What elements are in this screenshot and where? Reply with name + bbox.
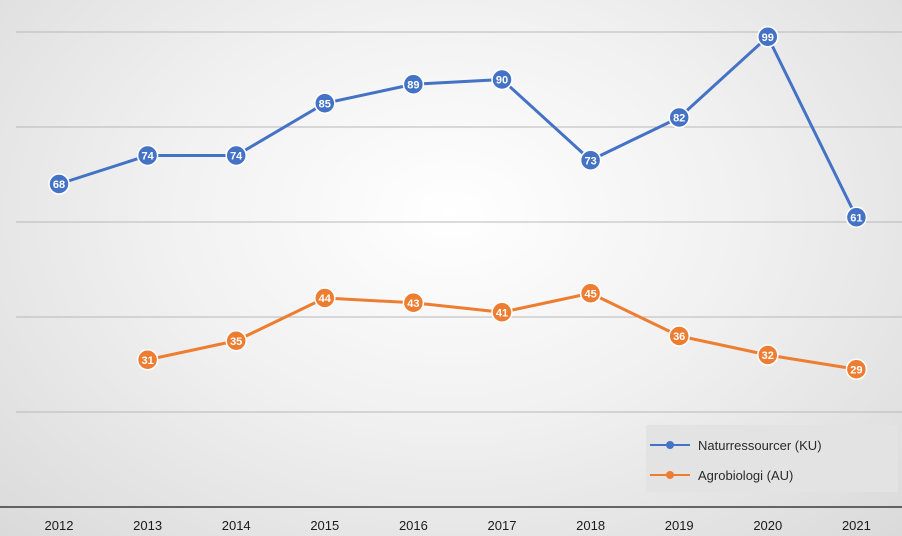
x-tick-label: 2018 xyxy=(576,518,605,533)
data-label: 32 xyxy=(762,350,774,362)
data-point xyxy=(314,287,336,309)
data-label: 74 xyxy=(141,151,154,163)
x-tick-label: 2019 xyxy=(665,518,694,533)
data-point xyxy=(136,144,159,167)
x-tick-label: 2016 xyxy=(399,518,428,533)
x-tick-label: 2021 xyxy=(842,518,871,533)
legend-label: Naturressourcer (KU) xyxy=(698,437,822,453)
data-point xyxy=(579,282,602,304)
data-point xyxy=(668,106,690,129)
data-label: 45 xyxy=(584,288,596,300)
x-tick-label: 2020 xyxy=(753,518,782,533)
series-line-naturressourcer xyxy=(57,35,858,219)
data-point xyxy=(491,301,513,323)
data-label: 31 xyxy=(141,355,153,367)
data-label: 43 xyxy=(407,298,419,310)
data-label: 61 xyxy=(850,212,862,224)
legend: Naturressourcer (KU) Agrobiologi (AU) xyxy=(646,425,898,492)
data-point xyxy=(579,149,602,171)
data-point xyxy=(225,144,247,167)
x-tick-label: 2014 xyxy=(222,518,251,533)
x-tick-label: 2013 xyxy=(133,518,162,533)
data-label: 73 xyxy=(584,155,596,167)
data-label: 35 xyxy=(230,336,242,348)
legend-marker-orange xyxy=(646,465,692,485)
data-point xyxy=(757,26,779,48)
data-label: 36 xyxy=(673,331,685,343)
data-point xyxy=(402,73,425,95)
x-tick-label: 2017 xyxy=(488,518,517,533)
data-label: 89 xyxy=(407,79,419,91)
data-point xyxy=(845,206,868,228)
x-tick-label: 2015 xyxy=(310,518,339,533)
data-point xyxy=(48,173,70,195)
data-point xyxy=(136,349,159,371)
data-label: 29 xyxy=(850,364,862,376)
x-tick-label: 2012 xyxy=(45,518,74,533)
data-point xyxy=(668,325,690,347)
data-point xyxy=(757,344,779,366)
legend-item-agrobiologi: Agrobiologi (AU) xyxy=(650,465,794,485)
data-label: 90 xyxy=(496,75,508,87)
data-label: 99 xyxy=(762,32,774,44)
legend-marker-blue xyxy=(646,435,692,455)
data-point xyxy=(491,68,513,91)
data-label: 74 xyxy=(230,151,243,163)
data-point xyxy=(402,292,425,314)
legend-item-naturressourcer: Naturressourcer (KU) xyxy=(650,435,822,455)
data-label: 68 xyxy=(53,179,65,191)
legend-label: Agrobiologi (AU) xyxy=(698,467,794,483)
data-label: 44 xyxy=(319,293,332,305)
data-label: 85 xyxy=(319,98,331,110)
data-point xyxy=(225,330,247,352)
data-label: 82 xyxy=(673,113,685,125)
data-point xyxy=(845,358,868,380)
data-point xyxy=(314,92,336,114)
data-label: 41 xyxy=(496,307,508,319)
